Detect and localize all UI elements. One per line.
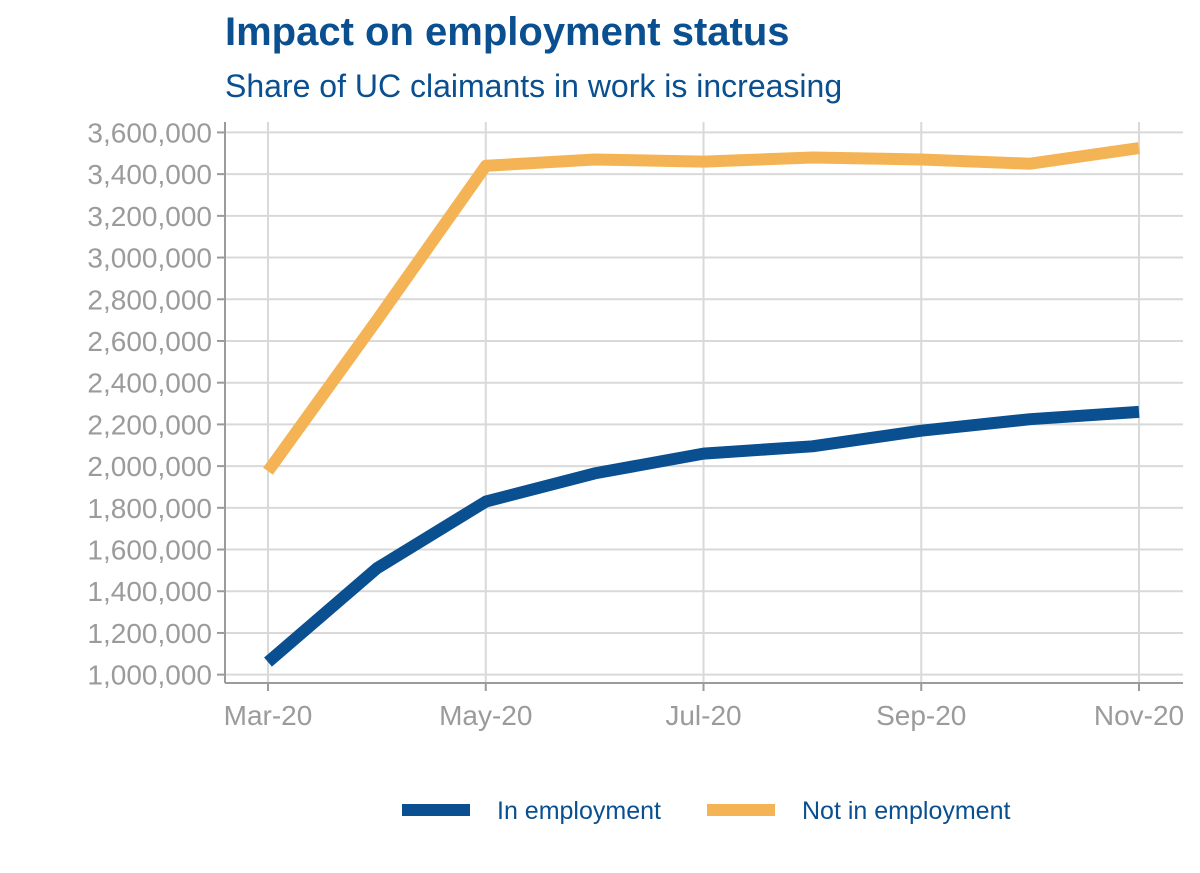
legend-label-in-employment: In employment bbox=[497, 797, 661, 825]
series-lines bbox=[263, 142, 1140, 667]
x-tick-label: Mar-20 bbox=[224, 700, 313, 731]
y-tick-label: 3,400,000 bbox=[87, 159, 212, 190]
y-tick-label: 1,400,000 bbox=[87, 576, 212, 607]
x-tick-label: May-20 bbox=[439, 700, 532, 731]
x-tick-label: Sep-20 bbox=[876, 700, 966, 731]
y-tick-label: 2,600,000 bbox=[87, 326, 212, 357]
axes bbox=[217, 122, 1183, 691]
y-tick-label: 1,200,000 bbox=[87, 618, 212, 649]
y-tick-label: 2,400,000 bbox=[87, 368, 212, 399]
series-line-not-in-employment bbox=[263, 142, 1140, 475]
chart-title: Impact on employment status bbox=[225, 10, 790, 54]
y-tick-label: 1,000,000 bbox=[87, 660, 212, 691]
y-tick-label: 2,000,000 bbox=[87, 451, 212, 482]
x-tick-label: Jul-20 bbox=[665, 700, 741, 731]
y-tick-label: 3,200,000 bbox=[87, 201, 212, 232]
y-tick-label: 1,600,000 bbox=[87, 535, 212, 566]
legend-label-not-in-employment: Not in employment bbox=[802, 797, 1010, 825]
y-tick-label: 2,800,000 bbox=[87, 284, 212, 315]
x-tick-label: Nov-20 bbox=[1094, 700, 1184, 731]
y-tick-label: 3,600,000 bbox=[87, 117, 212, 148]
tick-labels: 1,000,000 1,200,000 1,400,000 1,600,000 1,80… bbox=[87, 117, 1184, 731]
grid-lines bbox=[225, 122, 1183, 683]
legend: In employment Not in employment bbox=[402, 797, 1010, 825]
y-tick-label: 1,800,000 bbox=[87, 493, 212, 524]
y-tick-label: 3,000,000 bbox=[87, 243, 212, 274]
chart-subtitle: Share of UC claimants in work is increas… bbox=[225, 68, 843, 104]
series-line-in-employment bbox=[264, 405, 1140, 667]
y-tick-label: 2,200,000 bbox=[87, 409, 212, 440]
